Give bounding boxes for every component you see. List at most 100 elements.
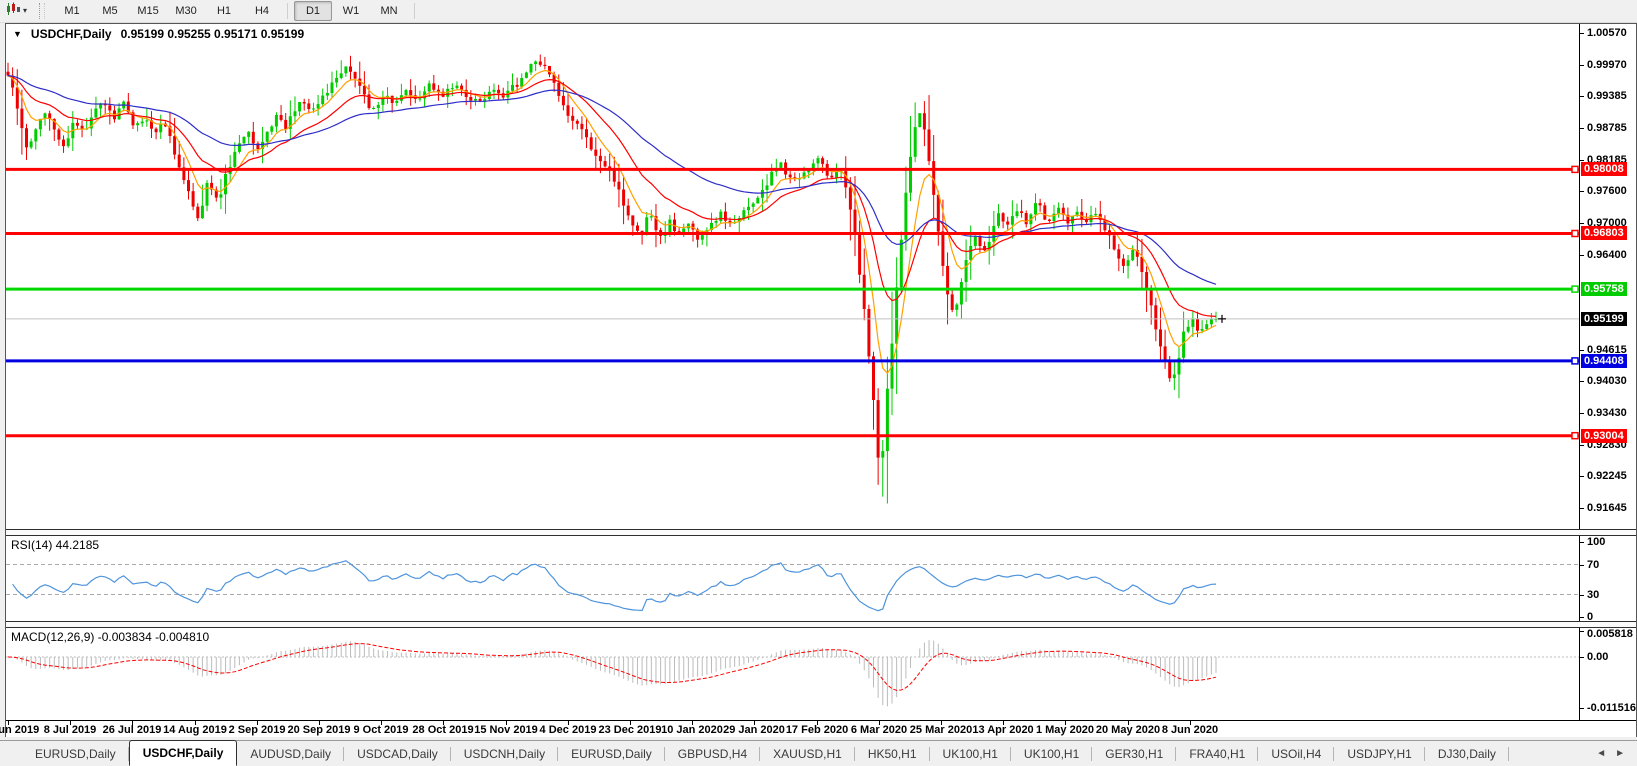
price-line-label: 0.94408: [1581, 354, 1627, 368]
macd-label: MACD(12,26,9) -0.003834 -0.004810: [11, 630, 210, 644]
line-anchor-handle[interactable]: [1571, 357, 1579, 365]
toolbar-separator: [287, 3, 289, 19]
date-tick-label: 26 Jul 2019: [102, 724, 162, 736]
timeframe-button-m30[interactable]: M30: [175, 5, 197, 17]
panel-splitter[interactable]: [6, 621, 1636, 628]
ma-slow-line: [7, 75, 1217, 285]
collapse-arrow-icon[interactable]: ▼: [13, 29, 22, 39]
price-tick-label: 0.91645: [1587, 502, 1627, 514]
chart-tab-dj30-daily[interactable]: DJ30,Daily: [1425, 741, 1509, 766]
rsi-panel: RSI(14) 44.2185 100 70 30 0: [6, 536, 1636, 621]
top-toolbar: ▾ M1 M5 M15 M30 H1 H4 D1 W1 MN: [0, 0, 1637, 23]
date-tick-label: 20 Sep 2019: [287, 724, 351, 736]
date-tick-label: 8 Jun 2020: [1161, 724, 1219, 736]
date-tick-label: 4 Dec 2019: [539, 724, 597, 736]
date-tick: [941, 721, 942, 725]
rsi-tick-label: 30: [1587, 589, 1600, 601]
chart-tab-usdchf-daily[interactable]: USDCHF,Daily: [128, 740, 238, 766]
line-anchor-handle[interactable]: [1571, 431, 1579, 440]
date-tick: [1003, 721, 1004, 725]
ma-fast-line: [7, 69, 1217, 375]
rsi-tick-label: 70: [1587, 559, 1600, 571]
line-anchor-handle[interactable]: [1571, 165, 1579, 174]
macd-signal-line: [7, 643, 1217, 691]
timeframe-button-m5[interactable]: M5: [102, 5, 118, 17]
chart-type-icon: [6, 2, 20, 21]
chevron-down-icon: ▾: [23, 6, 28, 15]
chart-tab-usdjpy-h1[interactable]: USDJPY,H1: [1334, 741, 1426, 766]
chart-tab-fra40-h1[interactable]: FRA40,H1: [1176, 741, 1259, 766]
rsi-tick-label: 0: [1587, 611, 1594, 621]
timeframe-button-m1[interactable]: M1: [64, 5, 80, 17]
date-tick: [257, 721, 258, 725]
price-chart-plot[interactable]: [6, 24, 1580, 529]
macd-axis[interactable]: 0.005818 0.00 -0.011516: [1579, 628, 1636, 720]
timeframe-button-m15[interactable]: M15: [137, 5, 159, 17]
chart-tab-ger30-h1[interactable]: GER30,H1: [1092, 741, 1177, 766]
date-tick-label: 20 May 2020: [1095, 724, 1161, 736]
chart-tab-hk50-h1[interactable]: HK50,H1: [855, 741, 930, 766]
timeframe-button-w1[interactable]: W1: [342, 5, 360, 17]
price-tick-label: 0.98785: [1587, 122, 1627, 134]
macd-plot[interactable]: [6, 628, 1580, 720]
tab-scroll-left-icon[interactable]: ◄: [1596, 748, 1607, 759]
date-tick-label: 2 Sep 2019: [228, 724, 286, 736]
date-tick-label: 28 Oct 2019: [412, 724, 474, 736]
rsi-plot[interactable]: [6, 536, 1580, 621]
rsi-tick-label: 100: [1587, 536, 1606, 548]
timeframe-button-h4[interactable]: H4: [254, 5, 270, 17]
price-tick: [1580, 160, 1584, 161]
chart-title: ▼ USDCHF,Daily 0.95199 0.95255 0.95171 0…: [13, 27, 304, 41]
timeframe-button-mn[interactable]: MN: [380, 5, 398, 17]
rsi-tick: [1580, 617, 1584, 618]
price-tick: [1580, 223, 1584, 224]
panel-splitter[interactable]: [6, 529, 1636, 536]
date-tick-label: 9 Oct 2019: [353, 724, 409, 736]
timeframe-button-h1[interactable]: H1: [216, 5, 232, 17]
date-tick-label: 29 Jan 2020: [723, 724, 785, 736]
date-tick: [381, 721, 382, 725]
chart-tab-audusd-daily[interactable]: AUDUSD,Daily: [237, 741, 344, 766]
date-tick: [1128, 721, 1129, 725]
price-axis[interactable]: 1.00570 0.99970 0.99385 0.98785 0.98185 0.976…: [1579, 24, 1636, 529]
macd-tick: [1580, 708, 1584, 709]
price-line-label: 0.96803: [1581, 226, 1627, 240]
tab-scroll-arrows: ◄ ►: [1596, 741, 1637, 766]
price-tick: [1580, 191, 1584, 192]
date-tick: [132, 721, 133, 725]
price-tick: [1580, 255, 1584, 256]
chart-type-dropdown[interactable]: ▾: [3, 1, 30, 22]
date-tick: [70, 721, 71, 725]
rsi-tick: [1580, 595, 1584, 596]
chart-tab-xauusd-h1[interactable]: XAUUSD,H1: [760, 741, 855, 766]
price-tick-label: 0.94615: [1587, 344, 1627, 356]
ohlc-values: 0.95199 0.95255 0.95171 0.95199: [120, 27, 305, 41]
line-anchor-handle[interactable]: [1571, 285, 1579, 293]
timeframe-button-d1[interactable]: D1: [294, 1, 333, 21]
date-tick: [754, 721, 755, 725]
rsi-line: [12, 560, 1217, 612]
price-tick: [1580, 476, 1584, 477]
line-anchor-handle[interactable]: [1571, 229, 1579, 238]
chart-tab-usoil-h4[interactable]: USOil,H4: [1258, 741, 1335, 766]
current-bar-marker: [1218, 314, 1226, 323]
chart-tab-uk100-h1[interactable]: UK100,H1: [930, 741, 1012, 766]
toolbar-grip[interactable]: [39, 3, 46, 19]
date-tick: [506, 721, 507, 725]
chart-tab-uk100-h1[interactable]: UK100,H1: [1011, 741, 1093, 766]
price-line-label: 0.95199: [1581, 312, 1627, 326]
price-tick: [1580, 96, 1584, 97]
tab-scroll-right-icon[interactable]: ►: [1615, 748, 1625, 759]
date-tick-label: 15 Nov 2019: [474, 724, 538, 736]
date-tick-label: 25 Mar 2020: [909, 724, 973, 736]
chart-tab-usdcnh-daily[interactable]: USDCNH,Daily: [451, 741, 559, 766]
macd-tick-label: -0.011516: [1587, 702, 1636, 714]
price-tick-label: 0.96400: [1587, 249, 1627, 261]
chart-tab-gbpusd-h4[interactable]: GBPUSD,H4: [665, 741, 761, 766]
chart-tab-usdcad-daily[interactable]: USDCAD,Daily: [344, 741, 451, 766]
chart-tab-eurusd-daily[interactable]: EURUSD,Daily: [558, 741, 665, 766]
chart-tab-eurusd-daily[interactable]: EURUSD,Daily: [22, 741, 129, 766]
rsi-axis[interactable]: 100 70 30 0: [1579, 536, 1636, 621]
macd-tick: [1580, 657, 1584, 658]
